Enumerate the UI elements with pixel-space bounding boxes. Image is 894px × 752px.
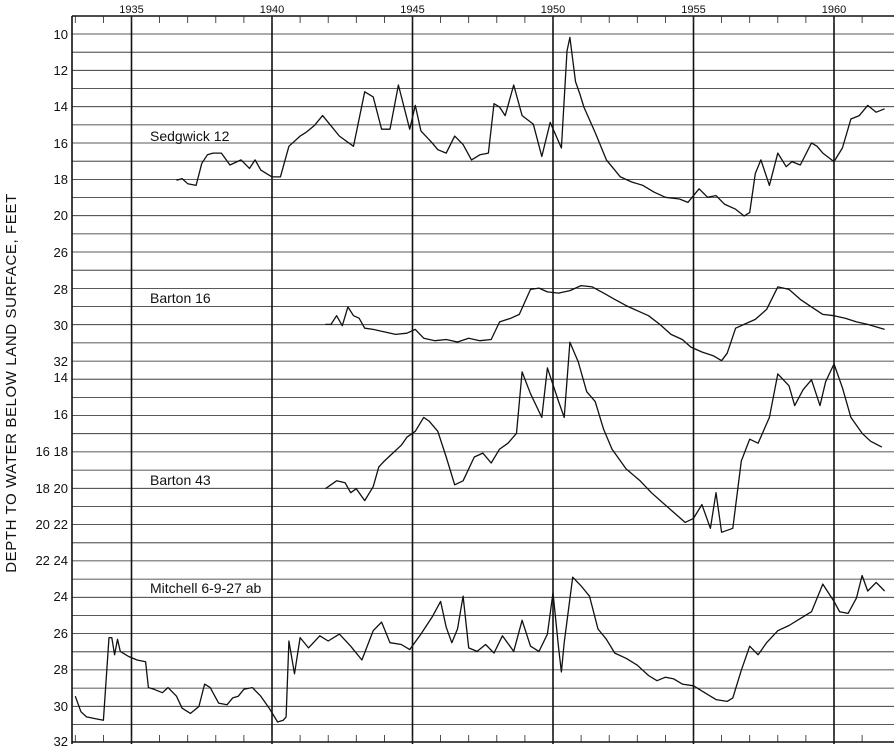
y-tick-label: 32 — [54, 354, 68, 369]
y-tick-label: 16 — [54, 136, 68, 151]
y-tick-label: 22 24 — [35, 553, 68, 568]
x-tick-label: 1960 — [822, 4, 846, 16]
y-tick-label: 14 — [54, 370, 68, 385]
series-lines — [74, 36, 886, 723]
y-tick-label: 30 — [54, 699, 68, 714]
y-tick-label: 16 18 — [35, 444, 68, 459]
y-tick-label: 14 — [54, 99, 68, 114]
x-tick-label: 1940 — [260, 4, 284, 16]
y-tick-label: 10 — [54, 27, 68, 42]
x-tick-label: 1955 — [681, 4, 705, 16]
y-tick-label: 26 — [54, 626, 68, 641]
x-tick-label: 1935 — [119, 4, 143, 16]
y-tick-label: 20 — [54, 208, 68, 223]
y-axis-label: DEPTH TO WATER BELOW LAND SURFACE, FEET — [3, 193, 20, 573]
series-label: Mitchell 6-9-27 ab — [150, 580, 261, 596]
x-tick-label: 1950 — [541, 4, 565, 16]
y-tick-label: 20 22 — [35, 517, 68, 532]
y-tick-label: 12 — [54, 63, 68, 78]
x-tick-label: 1945 — [400, 4, 424, 16]
y-tick-label: 28 — [54, 282, 68, 297]
y-tick-label: 18 — [54, 172, 68, 187]
y-tick-label: 16 — [54, 407, 68, 422]
y-tick-label: 30 — [54, 318, 68, 333]
series-label: Sedgwick 12 — [150, 128, 230, 144]
y-tick-label: 28 — [54, 662, 68, 677]
series-line-barton-16 — [325, 284, 885, 362]
series-label: Barton 43 — [150, 472, 211, 488]
series-line-sedgwick-12 — [176, 36, 885, 217]
series-label: Barton 16 — [150, 290, 211, 306]
series-labels: Sedgwick 12 Barton 16 Barton 43 Mitchell 6-… — [150, 128, 261, 596]
x-axis-ticks: 1935 1940 1945 1950 1955 1960 — [74, 4, 863, 742]
y-tick-label: 24 — [54, 589, 68, 604]
series-line-barton-43 — [325, 341, 883, 533]
y-tick-label: 18 20 — [35, 481, 68, 496]
grid-lines — [71, 15, 894, 744]
y-tick-label: 26 — [54, 245, 68, 260]
series-line-mitchell-6-9-27-ab — [74, 574, 886, 723]
y-tick-label: 32 — [54, 734, 68, 747]
